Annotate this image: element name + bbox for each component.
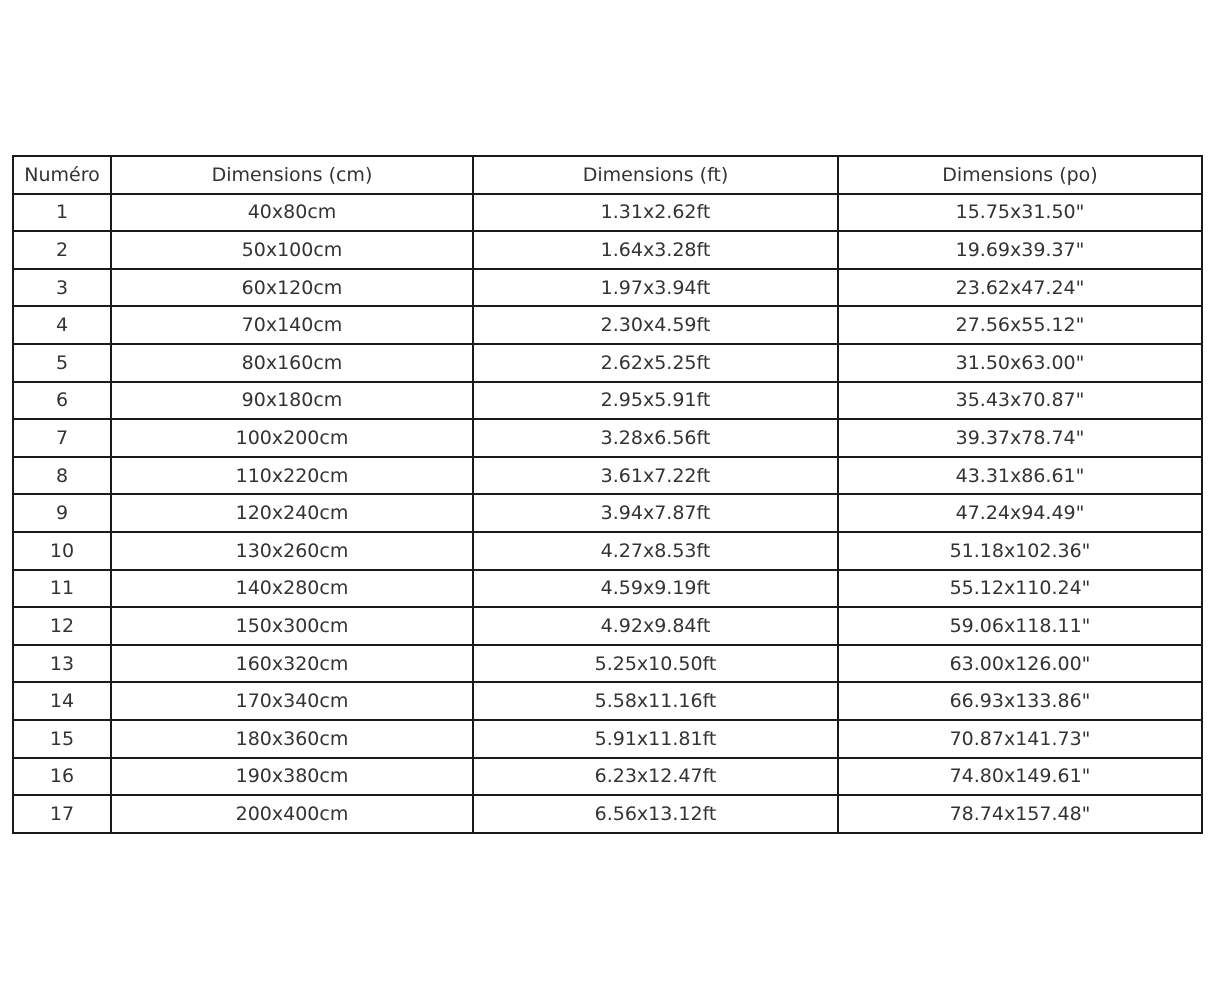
column-header-0: Numéro bbox=[12, 155, 112, 195]
table-cell: 15.75x31.50" bbox=[837, 192, 1203, 233]
table-cell: 63.00x126.00" bbox=[837, 643, 1203, 684]
table-body: 1 40x80cm 1.31x2.62ft 15.75x31.50" 2 50x100cm… bbox=[12, 192, 1203, 834]
table-cell: 17 bbox=[12, 794, 112, 834]
table-row: 2 50x100cm 1.64x3.28ft 19.69x39.37" bbox=[12, 230, 1203, 270]
column-header-2: Dimensions (ft) bbox=[472, 155, 839, 195]
table-cell: 70x140cm bbox=[110, 305, 474, 345]
table-cell: 31.50x63.00" bbox=[837, 342, 1203, 383]
table-cell: 90x180cm bbox=[110, 380, 474, 421]
table-cell: 150x300cm bbox=[110, 606, 474, 646]
table-cell: 35.43x70.87" bbox=[837, 380, 1203, 421]
table-cell: 11 bbox=[12, 568, 112, 609]
table-cell: 1.31x2.62ft bbox=[472, 192, 839, 233]
table-cell: 4.59x9.19ft bbox=[472, 568, 839, 609]
table-row: 11 140x280cm 4.59x9.19ft 55.12x110.24" bbox=[12, 568, 1203, 609]
table-cell: 16 bbox=[12, 756, 112, 797]
table-cell: 8 bbox=[12, 455, 112, 496]
table-cell: 200x400cm bbox=[110, 794, 474, 834]
table-cell: 3.94x7.87ft bbox=[472, 493, 839, 533]
table-cell: 130x260cm bbox=[110, 530, 474, 571]
table-cell: 4.92x9.84ft bbox=[472, 606, 839, 646]
table-cell: 6.23x12.47ft bbox=[472, 756, 839, 797]
table-cell: 1.97x3.94ft bbox=[472, 267, 839, 308]
table-cell: 3.61x7.22ft bbox=[472, 455, 839, 496]
table-cell: 140x280cm bbox=[110, 568, 474, 609]
table-cell: 50x100cm bbox=[110, 230, 474, 270]
table-cell: 23.62x47.24" bbox=[837, 267, 1203, 308]
table-cell: 120x240cm bbox=[110, 493, 474, 533]
table-row: 3 60x120cm 1.97x3.94ft 23.62x47.24" bbox=[12, 267, 1203, 308]
table-row: 9 120x240cm 3.94x7.87ft 47.24x94.49" bbox=[12, 493, 1203, 533]
table-cell: 4 bbox=[12, 305, 112, 345]
table-cell: 12 bbox=[12, 606, 112, 646]
table-cell: 170x340cm bbox=[110, 681, 474, 721]
table-cell: 190x380cm bbox=[110, 756, 474, 797]
table-cell: 100x200cm bbox=[110, 418, 474, 458]
table-cell: 2.95x5.91ft bbox=[472, 380, 839, 421]
table-cell: 2 bbox=[12, 230, 112, 270]
table-row: 5 80x160cm 2.62x5.25ft 31.50x63.00" bbox=[12, 342, 1203, 383]
table-row: 1 40x80cm 1.31x2.62ft 15.75x31.50" bbox=[12, 192, 1203, 233]
column-header-3: Dimensions (po) bbox=[837, 155, 1203, 195]
table-row: 7 100x200cm 3.28x6.56ft 39.37x78.74" bbox=[12, 418, 1203, 458]
table-row: 4 70x140cm 2.30x4.59ft 27.56x55.12" bbox=[12, 305, 1203, 345]
table-cell: 5 bbox=[12, 342, 112, 383]
table-cell: 78.74x157.48" bbox=[837, 794, 1203, 834]
table-cell: 2.30x4.59ft bbox=[472, 305, 839, 345]
dimensions-conversion-table: Numéro Dimensions (cm) Dimensions (ft) Dime… bbox=[12, 155, 1203, 834]
table-cell: 27.56x55.12" bbox=[837, 305, 1203, 345]
table-cell: 39.37x78.74" bbox=[837, 418, 1203, 458]
table-header-row: Numéro Dimensions (cm) Dimensions (ft) Dime… bbox=[12, 155, 1203, 195]
table-cell: 5.58x11.16ft bbox=[472, 681, 839, 721]
table-header: Numéro Dimensions (cm) Dimensions (ft) Dime… bbox=[12, 155, 1203, 195]
table-row: 16 190x380cm 6.23x12.47ft 74.80x149.61" bbox=[12, 756, 1203, 797]
table-cell: 5.25x10.50ft bbox=[472, 643, 839, 684]
table-cell: 2.62x5.25ft bbox=[472, 342, 839, 383]
table-row: 6 90x180cm 2.95x5.91ft 35.43x70.87" bbox=[12, 380, 1203, 421]
table-row: 12 150x300cm 4.92x9.84ft 59.06x118.11" bbox=[12, 606, 1203, 646]
table-cell: 70.87x141.73" bbox=[837, 718, 1203, 759]
table-cell: 10 bbox=[12, 530, 112, 571]
table-row: 10 130x260cm 4.27x8.53ft 51.18x102.36" bbox=[12, 530, 1203, 571]
table-cell: 40x80cm bbox=[110, 192, 474, 233]
table-cell: 6 bbox=[12, 380, 112, 421]
table-row: 17 200x400cm 6.56x13.12ft 78.74x157.48" bbox=[12, 794, 1203, 834]
table-cell: 47.24x94.49" bbox=[837, 493, 1203, 533]
table-cell: 15 bbox=[12, 718, 112, 759]
table-cell: 59.06x118.11" bbox=[837, 606, 1203, 646]
table-cell: 110x220cm bbox=[110, 455, 474, 496]
table-cell: 55.12x110.24" bbox=[837, 568, 1203, 609]
table-cell: 74.80x149.61" bbox=[837, 756, 1203, 797]
table-cell: 60x120cm bbox=[110, 267, 474, 308]
table-cell: 1 bbox=[12, 192, 112, 233]
table-cell: 51.18x102.36" bbox=[837, 530, 1203, 571]
table-cell: 43.31x86.61" bbox=[837, 455, 1203, 496]
table-cell: 14 bbox=[12, 681, 112, 721]
table-row: 8 110x220cm 3.61x7.22ft 43.31x86.61" bbox=[12, 455, 1203, 496]
column-header-1: Dimensions (cm) bbox=[110, 155, 474, 195]
table-row: 15 180x360cm 5.91x11.81ft 70.87x141.73" bbox=[12, 718, 1203, 759]
table-cell: 1.64x3.28ft bbox=[472, 230, 839, 270]
table-row: 13 160x320cm 5.25x10.50ft 63.00x126.00" bbox=[12, 643, 1203, 684]
table-cell: 5.91x11.81ft bbox=[472, 718, 839, 759]
table-cell: 3 bbox=[12, 267, 112, 308]
table-cell: 3.28x6.56ft bbox=[472, 418, 839, 458]
table-cell: 6.56x13.12ft bbox=[472, 794, 839, 834]
table-cell: 160x320cm bbox=[110, 643, 474, 684]
table-cell: 80x160cm bbox=[110, 342, 474, 383]
table-cell: 66.93x133.86" bbox=[837, 681, 1203, 721]
table-cell: 180x360cm bbox=[110, 718, 474, 759]
table-cell: 13 bbox=[12, 643, 112, 684]
table-cell: 7 bbox=[12, 418, 112, 458]
table-cell: 9 bbox=[12, 493, 112, 533]
table-cell: 4.27x8.53ft bbox=[472, 530, 839, 571]
table-cell: 19.69x39.37" bbox=[837, 230, 1203, 270]
table-row: 14 170x340cm 5.58x11.16ft 66.93x133.86" bbox=[12, 681, 1203, 721]
